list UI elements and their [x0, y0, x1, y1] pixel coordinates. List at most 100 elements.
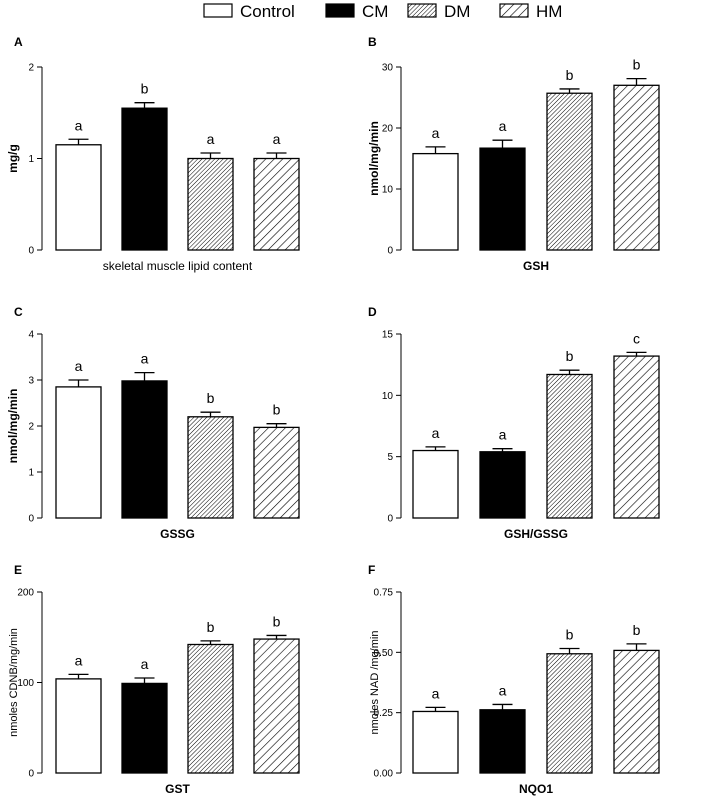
bar-a-hm	[253, 157, 300, 251]
significance-letter-e-hm: b	[273, 613, 281, 629]
significance-letter-b-control: a	[432, 125, 440, 141]
significance-letter-c-control: a	[75, 358, 83, 374]
y-tick-label-a: 0	[28, 246, 34, 257]
significance-letter-e-cm: a	[141, 656, 149, 672]
legend-item-hm: HM	[499, 2, 562, 21]
panel-label-c: C	[14, 305, 23, 319]
legend-label-hm: HM	[536, 2, 562, 21]
x-axis-label-e: GST	[165, 782, 190, 796]
y-axis-label-e: nmoles CDNB/mg/min	[8, 628, 20, 737]
legend-item-cm: CM	[325, 2, 388, 21]
y-tick-label-c: 3	[28, 376, 34, 387]
significance-letter-b-cm: a	[499, 118, 507, 134]
bar-b-dm	[546, 92, 593, 251]
y-tick-label-d: 5	[387, 452, 393, 463]
y-tick-label-c: 2	[28, 422, 34, 433]
bar-e-cm	[121, 682, 168, 774]
significance-letter-e-dm: b	[207, 619, 215, 635]
bar-b-control	[412, 152, 459, 251]
y-tick-label-f: 0.25	[374, 708, 394, 719]
y-tick-label-f: 0.00	[374, 769, 394, 780]
y-tick-label-e: 0	[28, 769, 34, 780]
x-axis-label-a: skeletal muscle lipid content	[103, 259, 253, 273]
legend-label-cm: CM	[362, 2, 388, 21]
bar-a-dm	[187, 157, 234, 251]
bar-f-hm	[613, 649, 660, 774]
legend-swatch-hm	[499, 3, 529, 18]
y-tick-label-c: 1	[28, 468, 34, 479]
significance-letter-f-dm: b	[566, 626, 574, 642]
significance-letter-b-hm: b	[633, 57, 641, 73]
significance-letter-d-hm: c	[633, 330, 640, 346]
y-axis-label-a: mg/g	[6, 144, 20, 173]
significance-letter-d-control: a	[432, 425, 440, 441]
chart-panel-f: 0.00 0.25 0.50 0.75 a a b b nmoles NAD /mg/min NQ…	[369, 588, 660, 796]
y-tick-label-b: 20	[382, 124, 394, 135]
y-tick-label-b: 0	[387, 246, 393, 257]
significance-letter-f-hm: b	[633, 622, 641, 638]
panel-label-e: E	[14, 563, 22, 577]
y-tick-label-d: 10	[382, 391, 394, 402]
y-tick-label-c: 4	[28, 330, 34, 341]
y-axis-label-f: nmoles NAD /mg/min	[369, 631, 381, 735]
x-axis-label-d: GSH/GSSG	[504, 527, 568, 541]
panel-label-a: A	[14, 35, 23, 49]
x-axis-label-b: GSH	[523, 259, 549, 273]
chart-panel-d: 0 5 10 15 a a b c GSH/GSSG	[382, 330, 660, 541]
bar-c-dm	[187, 416, 234, 519]
significance-letter-a-cm: b	[141, 81, 149, 97]
y-axis-label-b: nmol/mg/min	[367, 121, 381, 196]
significance-letter-a-dm: a	[207, 131, 215, 147]
bar-d-hm	[613, 355, 660, 519]
y-tick-label-b: 10	[382, 185, 394, 196]
y-axis-label-c: nmol/mg/min	[6, 389, 20, 464]
y-tick-label-a: 2	[28, 63, 34, 74]
legend-label-dm: DM	[444, 2, 470, 21]
y-tick-label-a: 1	[28, 154, 34, 165]
legend-swatch-dm	[407, 3, 437, 18]
panels: 0 1 2 a b a a mg/g skeletal muscle lipid content…	[6, 57, 660, 796]
bar-c-control	[55, 386, 102, 519]
y-tick-label-e: 200	[17, 588, 34, 599]
significance-letter-c-cm: a	[141, 351, 149, 367]
significance-letter-f-control: a	[432, 685, 440, 701]
y-tick-label-f: 0.75	[374, 588, 394, 599]
bar-e-hm	[253, 638, 300, 774]
legend-swatch-cm	[325, 3, 355, 18]
bar-f-control	[412, 710, 459, 774]
bar-b-cm	[479, 147, 526, 251]
panel-label-b: B	[368, 35, 377, 49]
x-axis-label-f: NQO1	[519, 782, 553, 796]
significance-letter-c-hm: b	[273, 402, 281, 418]
bar-b-hm	[613, 84, 660, 251]
significance-letter-e-control: a	[75, 652, 83, 668]
bar-d-cm	[479, 451, 526, 519]
legend-label-control: Control	[240, 2, 295, 21]
legend-item-control: Control	[203, 2, 295, 21]
legend-item-dm: DM	[407, 2, 470, 21]
significance-letter-a-hm: a	[273, 131, 281, 147]
chart-panel-a: 0 1 2 a b a a mg/g skeletal muscle lipid content	[6, 63, 300, 273]
bar-a-control	[55, 144, 102, 251]
significance-letter-a-control: a	[75, 117, 83, 133]
significance-letter-d-cm: a	[499, 427, 507, 443]
bar-f-dm	[546, 653, 593, 774]
chart-panel-e: 0 100 200 a a b b nmoles CDNB/mg/min GST	[8, 588, 300, 796]
chart-panel-b: 0 10 20 30 a a b b nmol/mg/min GSH	[367, 57, 660, 273]
significance-letter-b-dm: b	[566, 67, 574, 83]
bar-c-cm	[121, 380, 168, 519]
legend: Control CM DM HM	[203, 2, 562, 21]
bar-f-cm	[479, 709, 526, 774]
legend-swatch-control	[203, 3, 233, 18]
bar-a-cm	[121, 107, 168, 251]
y-tick-label-e: 100	[17, 678, 34, 689]
significance-letter-f-cm: a	[499, 682, 507, 698]
bar-d-control	[412, 449, 459, 519]
chart-panel-c: 0 1 2 3 4 a a b b nmol/mg/min GSSG	[6, 330, 300, 541]
x-axis-label-c: GSSG	[160, 527, 195, 541]
bar-e-control	[55, 678, 102, 774]
bar-e-dm	[187, 643, 234, 774]
significance-letter-c-dm: b	[207, 390, 215, 406]
